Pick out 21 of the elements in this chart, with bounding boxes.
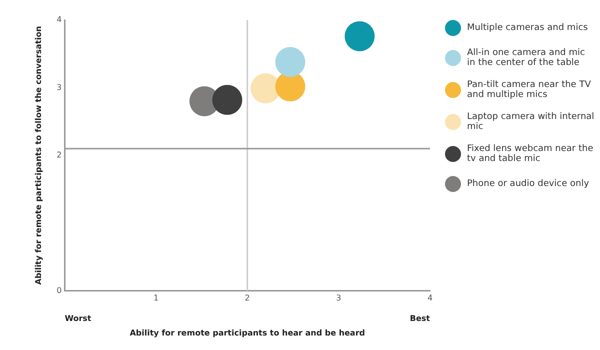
legend-label: Phone or audio device only [467, 179, 590, 189]
point [344, 21, 375, 52]
y-tick-label: 4 [56, 15, 62, 24]
x-tick-label: 3 [336, 294, 342, 303]
text: Worst [64, 314, 92, 323]
point [275, 46, 306, 77]
legend-label: Fixed lens webcam near the tv and table mic [467, 144, 594, 164]
legend-label: Pan-tilt camera near the TV and multiple mics [467, 80, 592, 100]
point [212, 84, 242, 115]
x-tick-label: 2 [244, 294, 250, 303]
x-axis-title: Ability for remote participants to hear and be heard [130, 328, 366, 338]
y-tick-label: 3 [56, 82, 62, 92]
y-tick-label: 0 [56, 286, 62, 295]
legend-label: Laptop camera with internal mic [467, 112, 595, 132]
legend-label: All-in one camera and mic in the center of the table [467, 48, 586, 68]
y-axis-title: Ability for remote participants to follow the conversation [34, 26, 43, 285]
x-tick-label: 4 [427, 294, 433, 303]
legend-label: Multiple cameras and mics [467, 23, 588, 33]
y-tick-label: 2 [56, 150, 62, 160]
x-tick-label: 1 [153, 294, 159, 303]
text: Best [410, 314, 430, 323]
